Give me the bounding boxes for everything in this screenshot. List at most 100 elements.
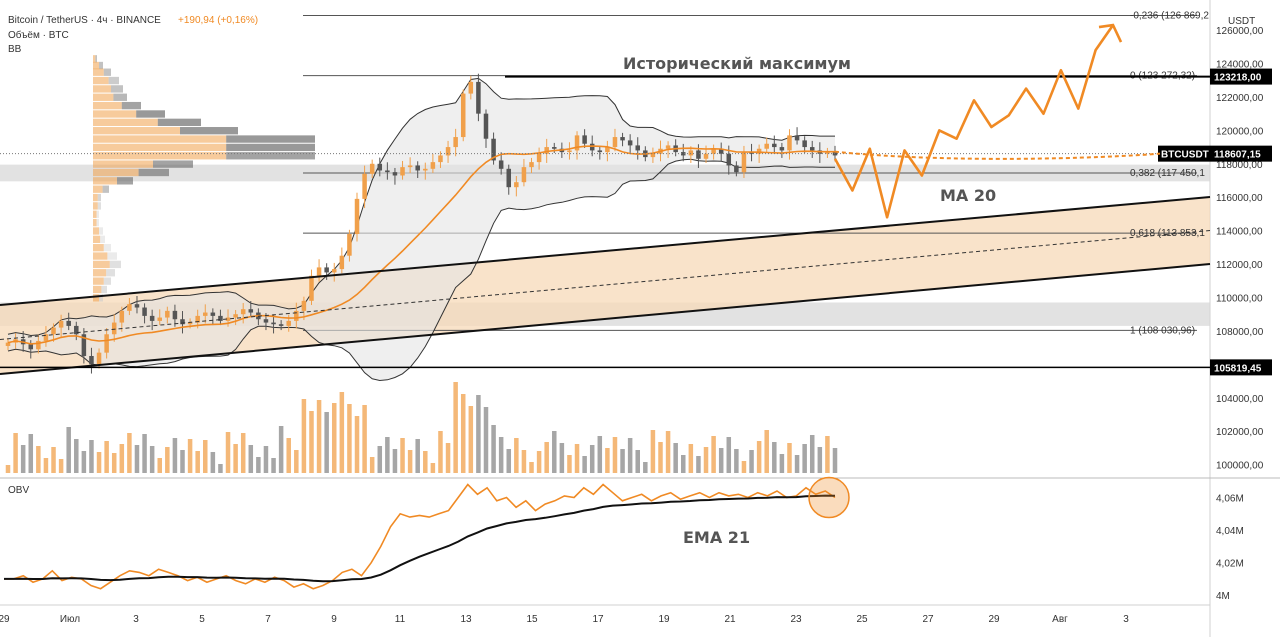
candle-up [688,150,694,156]
volume-bar [165,447,170,473]
volume-profile-bar-down [109,260,121,269]
volume-profile-bar-up [93,127,180,135]
price-tag-value: 105819,45 [1214,363,1262,374]
candle-down [726,153,732,166]
bb-indicator-label: BB [8,44,22,55]
candle-up [187,322,193,325]
candle-down [377,163,383,171]
candle-down [66,320,71,326]
time-tick-label: 13 [460,614,472,625]
volume-bar [635,450,640,473]
volume-bar [294,450,299,473]
candle-down [506,168,512,188]
volume-bar [149,446,155,473]
volume-bar [521,450,527,473]
volume-profile-bar-up [93,135,227,143]
volume-profile-bar-down [101,285,107,294]
time-tick-label: 29 [0,614,10,625]
bollinger-lower-line [7,158,835,382]
time-tick-label: 5 [199,614,205,625]
time-tick-label: 23 [790,614,802,625]
price-tick-label: 120000,00 [1216,126,1264,137]
volume-bar [658,442,663,473]
candle-down [681,152,686,156]
candle-up [51,327,56,335]
volume-bar [180,450,185,473]
volume-bar [643,462,648,473]
candle-up [825,152,830,154]
volume-bar [605,448,610,473]
candle-down [392,172,398,176]
candle-up [536,153,542,163]
candle-up [165,310,170,318]
candle-down [483,113,489,139]
volume-profile-bar-down [226,135,315,143]
price-change-label: +190,94 (+0,16%) [178,15,258,26]
volume-bar [476,395,481,473]
time-tick-label: Июл [60,614,80,625]
price-tag-value: 123218,00 [1214,73,1262,84]
volume-profile-bar-up [93,118,158,127]
volume-bar [104,441,109,473]
volume-bar [483,407,489,473]
candle-down [385,170,390,173]
time-tick-label: 27 [922,614,934,625]
volume-bar [582,456,587,473]
volume-profile-bar-up [93,269,107,277]
volume-profile-bar-up [93,68,104,76]
volume-bar [673,443,678,473]
volume-profile-bar-up [93,55,96,63]
volume-profile-bar-down [107,252,117,260]
price-tag-symbol-bg [1158,145,1210,162]
volume-bar [809,435,815,473]
volume-bar [58,459,64,473]
volume-bar [529,462,534,473]
volume-bar [438,431,443,473]
obv-highlight-circle [808,476,850,519]
volume-profile-bar-down [99,294,103,302]
candle-down [582,135,587,144]
time-tick-label: 19 [658,614,670,625]
volume-bar [703,447,709,473]
candle-up [665,145,671,149]
volume-profile-bar-up [93,101,122,110]
candle-up [225,317,231,321]
candle-down [498,160,504,169]
volume-bar [51,447,56,473]
candle-up [400,167,405,176]
candle-up [127,304,132,311]
volume-bar [726,437,732,473]
volume-profile-bar-up [93,93,114,101]
obv-tick-label: 4,02M [1216,559,1244,570]
volume-bar [354,416,360,473]
candle-up [203,312,208,316]
obv-tick-label: 4,04M [1216,526,1244,537]
volume-bar [536,451,542,473]
candle-down [635,145,640,151]
candle-up [347,233,352,256]
candle-up [58,320,64,328]
candle-down [552,147,557,149]
candle-up [445,147,451,156]
volume-bar [66,427,71,473]
candle-down [180,319,185,325]
price-tick-label: 116000,00 [1216,193,1263,204]
volume-bar [453,382,458,473]
volume-profile-bar-down [96,218,99,227]
price-tick-label: 104000,00 [1216,394,1264,405]
volume-profile-bar-up [93,152,227,160]
candle-up [407,165,413,168]
projection-arrowhead [1098,23,1123,43]
volume-bar [134,445,140,473]
volume-bar [688,444,694,473]
volume-profile-bar-down [111,85,123,93]
bollinger-band-fill [8,78,835,381]
volume-profile-bar-down [102,185,109,193]
volume-bar [665,431,671,473]
volume-bar [195,451,200,473]
fib-level-label: 1 (108 030,96) [1130,325,1195,336]
candle-up [567,150,572,153]
time-tick-label: 25 [856,614,868,625]
